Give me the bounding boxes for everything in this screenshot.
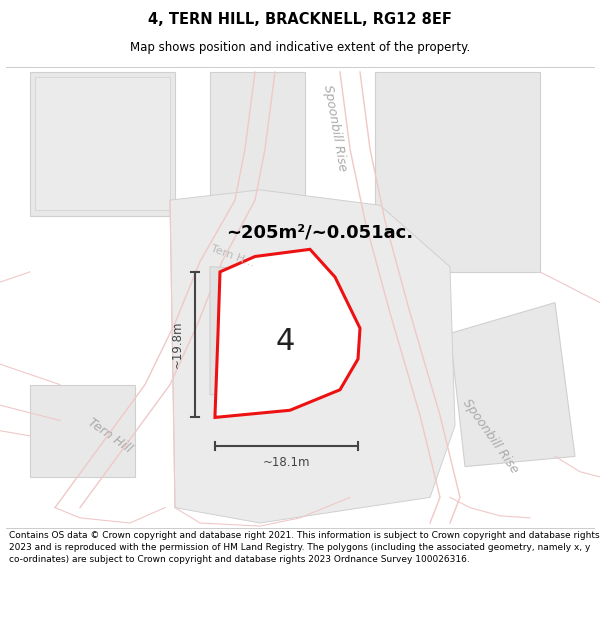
Polygon shape — [450, 302, 575, 467]
Polygon shape — [375, 72, 540, 272]
Text: ~18.1m: ~18.1m — [263, 456, 310, 469]
Text: 4, TERN HILL, BRACKNELL, RG12 8EF: 4, TERN HILL, BRACKNELL, RG12 8EF — [148, 12, 452, 27]
Polygon shape — [215, 249, 360, 418]
Text: Spoonbill Rise: Spoonbill Rise — [460, 396, 520, 476]
Polygon shape — [30, 384, 135, 477]
Text: 4: 4 — [275, 327, 295, 356]
Polygon shape — [210, 267, 330, 395]
Polygon shape — [170, 190, 455, 523]
Text: Tern Hill: Tern Hill — [85, 416, 134, 456]
Text: Map shows position and indicative extent of the property.: Map shows position and indicative extent… — [130, 41, 470, 54]
Polygon shape — [30, 72, 175, 216]
Polygon shape — [210, 72, 305, 251]
Polygon shape — [35, 77, 170, 211]
Text: Contains OS data © Crown copyright and database right 2021. This information is : Contains OS data © Crown copyright and d… — [9, 531, 599, 564]
Text: Spoonbill Rise: Spoonbill Rise — [321, 84, 349, 172]
Text: Tern H...: Tern H... — [210, 244, 256, 269]
Text: ~205m²/~0.051ac.: ~205m²/~0.051ac. — [226, 224, 413, 242]
Text: ~19.8m: ~19.8m — [170, 321, 184, 368]
